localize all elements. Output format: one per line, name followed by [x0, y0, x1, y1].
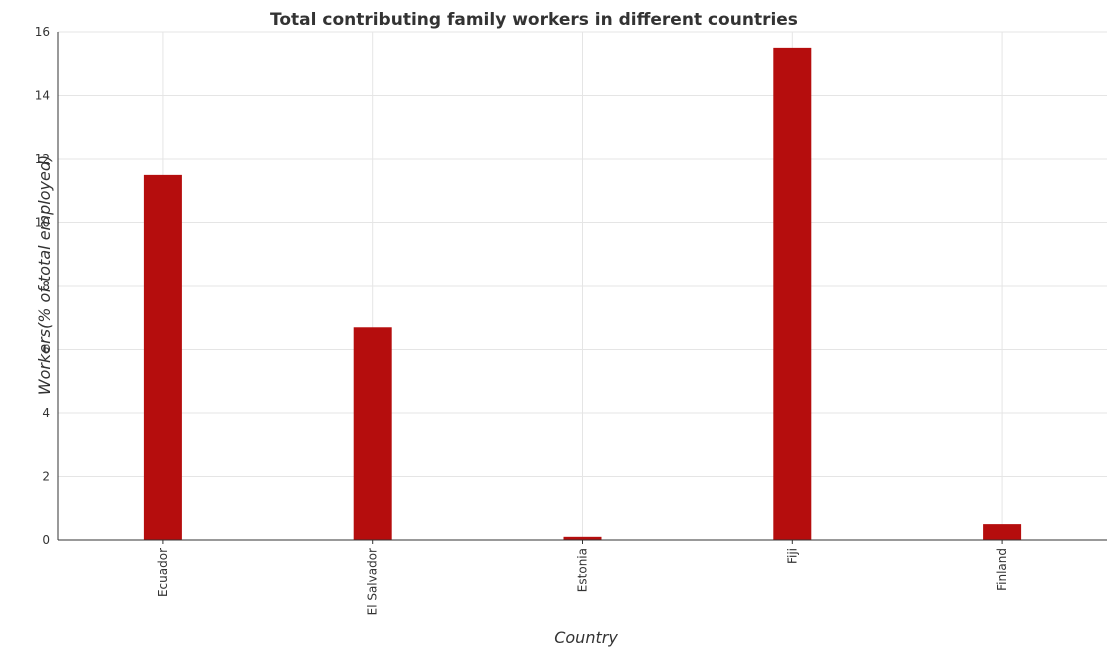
bar-estonia — [563, 536, 602, 540]
y-tick-label: 8 — [42, 279, 50, 293]
grid — [58, 31, 1107, 541]
y-tick-label: 16 — [35, 25, 50, 39]
bar-fiji — [773, 47, 812, 540]
y-axis-title: Workers(% of total employed) — [35, 155, 54, 395]
bar-el-salvador — [353, 327, 392, 540]
y-tick-label: 6 — [42, 343, 50, 357]
x-tick-label: Ecuador — [156, 548, 170, 597]
bars — [143, 47, 1022, 540]
x-tick-label: El Salvador — [366, 548, 380, 615]
y-tick-label: 14 — [35, 89, 50, 103]
x-tick-label: Estonia — [576, 548, 590, 592]
bar-ecuador — [143, 174, 182, 540]
axes — [57, 32, 1107, 544]
y-tick-label: 4 — [42, 406, 50, 420]
y-tick-label: 12 — [35, 152, 50, 166]
tick-labels: 0 2 4 6 8 10 12 14 16 Ecuador El Salvador Estonia Fi… — [35, 25, 1009, 615]
bar-finland — [983, 524, 1022, 540]
x-axis-title: Country — [554, 628, 618, 647]
y-tick-label: 0 — [42, 533, 50, 547]
x-tick-label: Finland — [995, 548, 1009, 591]
x-tick-label: Fiji — [785, 548, 799, 564]
chart-title: Total contributing family workers in dif… — [270, 10, 798, 30]
y-tick-label: 2 — [42, 470, 50, 484]
y-tick-label: 10 — [35, 216, 50, 230]
